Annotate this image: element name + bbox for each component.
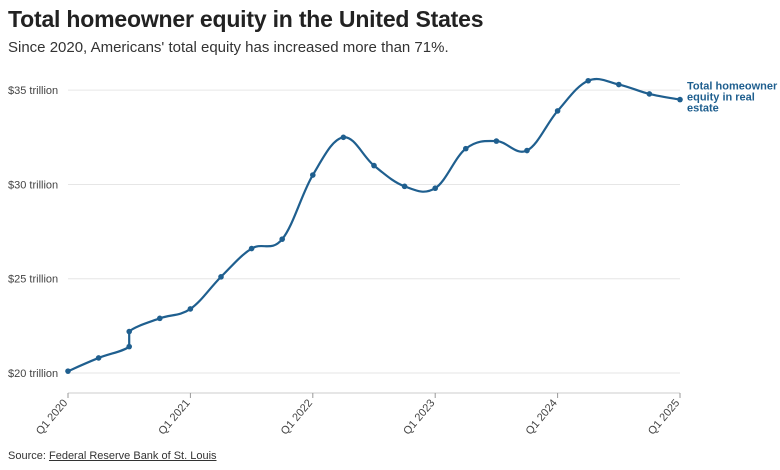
data-point: [248, 245, 255, 252]
data-point: [95, 355, 102, 361]
x-tick-label: Q1 2024: [524, 397, 560, 437]
y-tick-label: $35 trillion: [8, 85, 58, 97]
y-axis-ticks: $20 trillion $25 trillion $30 trillion $35 …: [8, 85, 58, 380]
data-point: [126, 343, 132, 350]
data-point: [616, 81, 622, 88]
y-tick-label: $25 trillion: [8, 274, 58, 286]
data-point: [432, 185, 439, 192]
data-point: [401, 183, 408, 190]
x-axis: Q1 2020 Q1 2021 Q1 2022 Q1 2023 Q1 2024 Q1 20…: [34, 392, 682, 437]
data-point: [187, 306, 194, 312]
data-point: [218, 274, 224, 280]
data-point: [554, 108, 561, 114]
series-line: [66, 77, 682, 373]
data-point: [310, 172, 316, 178]
chart-title: Total homeowner equity in the United Sta…: [8, 6, 484, 32]
y-tick-label: $20 trillion: [8, 368, 58, 380]
y-tick-label: $30 trillion: [8, 179, 58, 191]
gridlines: [68, 89, 680, 374]
x-tick-label: Q1 2025: [646, 397, 682, 437]
line-chart: $20 trillion $25 trillion $30 trillion $35 …: [8, 77, 778, 437]
data-point: [340, 134, 347, 141]
data-point: [279, 236, 286, 242]
series-label-group: Total homeowner equity in real estate: [687, 81, 778, 115]
source-label: Source:: [8, 450, 46, 462]
series-line-group: [66, 77, 682, 373]
data-point: [585, 77, 591, 84]
source-note: Source: Federal Reserve Bank of St. Loui…: [8, 450, 217, 462]
data-point: [157, 315, 163, 322]
series-label: Total homeowner equity in real estate: [687, 81, 778, 115]
data-point: [524, 147, 530, 154]
series-label-line: estate: [687, 103, 719, 115]
series-label-line: equity in real: [687, 92, 755, 104]
data-point: [493, 138, 500, 144]
data-point: [65, 368, 71, 374]
chart-subtitle: Since 2020, Americans' total equity has …: [8, 39, 449, 56]
x-tick-label: Q1 2021: [156, 397, 192, 437]
data-point: [646, 91, 653, 97]
data-point: [677, 96, 683, 103]
data-point: [371, 162, 377, 169]
series-label-line: Total homeowner: [687, 81, 778, 93]
series-points: [65, 77, 683, 374]
source-link[interactable]: Federal Reserve Bank of St. Louis: [48, 450, 217, 462]
data-point: [463, 145, 469, 152]
x-tick-label: Q1 2023: [401, 397, 437, 437]
data-point: [126, 328, 132, 335]
x-tick-label: Q1 2022: [279, 397, 315, 437]
x-tick-label: Q1 2020: [34, 397, 70, 437]
